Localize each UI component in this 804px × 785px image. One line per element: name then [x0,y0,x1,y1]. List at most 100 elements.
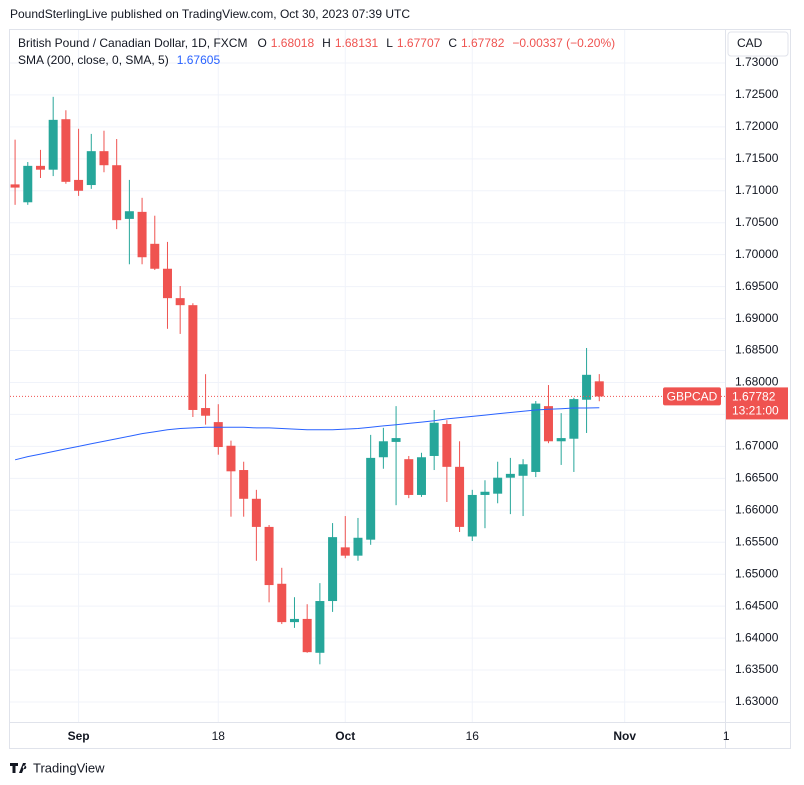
candle-body [48,119,58,170]
indicator-name: SMA (200, close, 0, SMA, 5) [18,53,169,67]
candle-body [289,618,299,623]
y-tick-label: 1.64000 [735,630,779,644]
legend-open: 1.68018 [270,36,315,50]
candle-body [569,399,579,439]
candle-body [86,151,96,186]
candle-body [416,457,426,495]
y-tick-label: 1.69000 [735,311,779,325]
legend-key: C [448,36,457,50]
indicator-value: 1.67605 [176,53,221,67]
y-tick-label: 1.63000 [735,694,779,708]
header: PoundSterlingLive published on TradingVi… [10,7,410,21]
legend-high: 1.68131 [334,36,379,50]
candle-body [518,464,528,476]
last-price-label: 1.67782 [732,390,776,404]
candle-body [404,459,414,495]
candle-body [302,618,312,653]
legend-close: 1.67782 [460,36,505,50]
plot-area [10,96,725,665]
candle-body [201,408,211,416]
y-tick-label: 1.64500 [735,598,779,612]
legend-title: British Pound / Canadian Dollar, 1D, FXC… [18,36,248,50]
y-tick-label: 1.68500 [735,343,779,357]
legend-main: British Pound / Canadian Dollar, 1D, FXC… [18,36,615,50]
candle-body [531,403,541,472]
currency-box[interactable] [727,31,789,57]
candle-body [366,457,376,540]
candle-body [277,583,287,623]
x-tick-label: Nov [613,729,636,743]
brand: TradingView [33,760,105,775]
candle-body [226,445,236,472]
legend-low: 1.67707 [396,36,441,50]
candle-body [340,547,350,556]
price-tag [726,387,788,420]
y-tick-label: 1.65000 [735,566,779,580]
candle-body [556,438,566,442]
candle-body [264,526,274,586]
chart-frame [9,29,791,749]
candle-body [391,438,401,442]
x-tick-label: Sep [68,729,90,743]
symbol-label: GBPCAD [667,390,718,404]
y-tick-label: 1.66500 [735,471,779,485]
candle-body [162,268,172,299]
currency[interactable]: CAD [737,36,763,50]
candle-body [467,494,477,537]
y-tick-label: 1.67000 [735,439,779,453]
candle-body [378,441,388,458]
candle-body [251,498,261,527]
legend-indicator: SMA (200, close, 0, SMA, 5) 1.67605 [18,53,220,67]
candle-body [582,374,592,400]
candle-body [74,179,84,191]
candle-body [239,470,249,499]
y-tick-label: 1.69500 [735,279,779,293]
candle-body [213,422,223,448]
candle-body [594,381,604,397]
candle-body [315,601,325,653]
candle-body [23,165,33,203]
candle-body [150,243,160,269]
candle-body [35,165,45,170]
y-tick-label: 1.71500 [735,151,779,165]
y-tick-label: 1.68000 [735,375,779,389]
grid [10,30,725,722]
countdown-label: 13:21:00 [732,404,779,418]
candle-body [175,298,185,306]
symbol-tag [663,387,721,406]
y-tick-label: 1.65500 [735,534,779,548]
candle-body [442,424,452,467]
candle-body [61,119,71,182]
candle-body [99,151,109,166]
candle-body [353,537,363,556]
candle-body [493,477,503,494]
candle-body [112,165,122,221]
x-tick-label: 1 [723,729,730,743]
candle-body [543,406,553,442]
y-tick-label: 1.70500 [735,215,779,229]
candle-body [137,211,147,258]
legend-key: O [257,36,267,50]
candle-body [188,305,198,410]
y-tick-label: 1.71000 [735,183,779,197]
y-tick-label: 1.70000 [735,247,779,261]
legend-change: −0.00337 (−0.20%) [512,36,616,50]
candle-body [429,422,439,456]
candle-body [505,473,515,478]
candle-body [328,537,338,602]
y-tick-label: 1.72500 [735,87,779,101]
y-tick-label: 1.66000 [735,502,779,516]
x-tick-label: 18 [212,729,226,743]
logo-icon [10,763,27,773]
logo [10,763,27,773]
x-tick-label: 16 [466,729,480,743]
x-tick-label: Oct [335,729,355,743]
candle-body [10,184,20,188]
legend-key: L [386,36,393,50]
y-tick-label: 1.72000 [735,119,779,133]
candle-body [480,491,490,495]
y-tick-label: 1.73000 [735,55,779,69]
legend-key: H [322,36,331,50]
